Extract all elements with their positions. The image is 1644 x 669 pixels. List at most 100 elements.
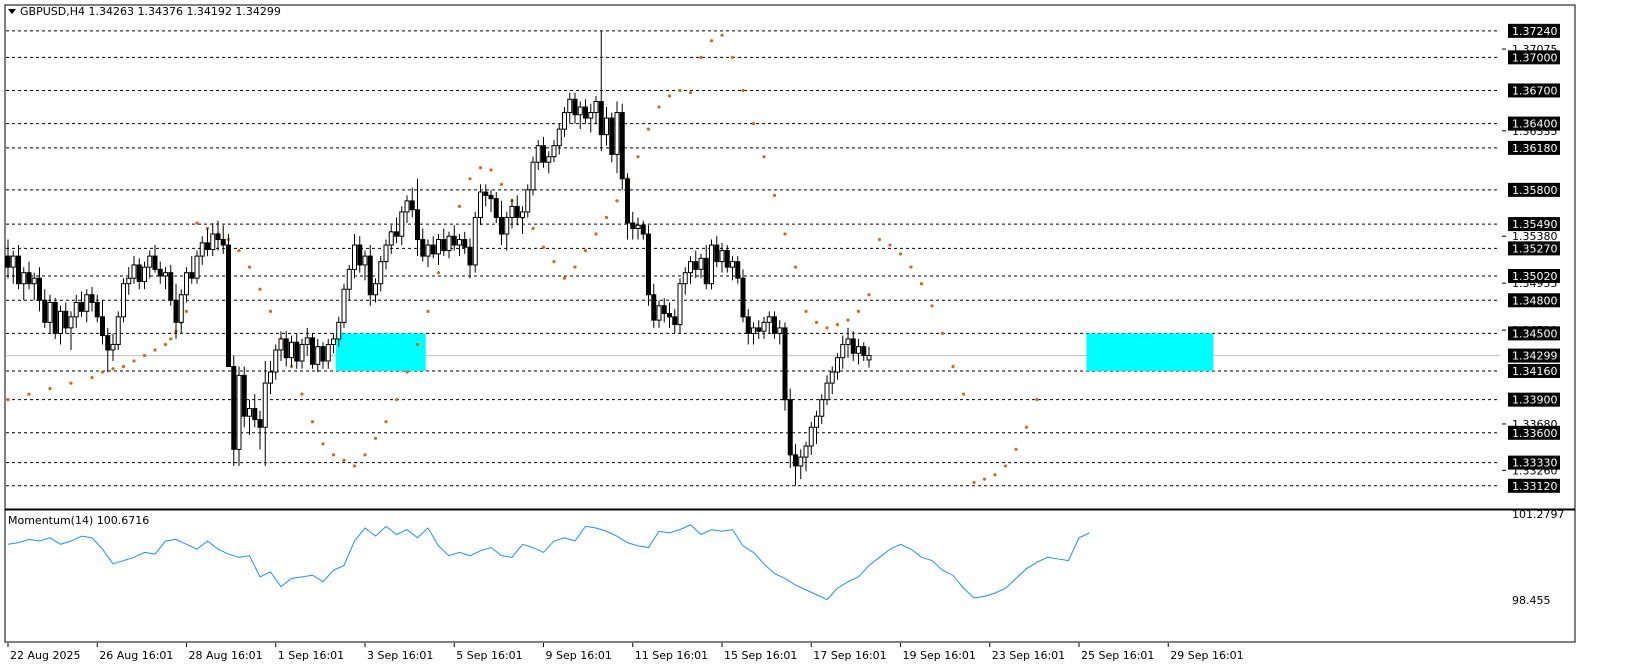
support-resistance-zone [335, 333, 426, 371]
candle-body [593, 101, 599, 114]
candle-body [793, 454, 798, 467]
candle-body [483, 191, 489, 196]
candle-body [530, 161, 536, 191]
time-axis: 22 Aug 2025 26 Aug 16:01 28 Aug 16:01 1 Sep… [7, 643, 1244, 662]
time-tick-label: 26 Aug 16:01 [99, 649, 173, 662]
price-level-label: 1.34160 [1512, 365, 1558, 378]
sar-dot [331, 453, 336, 457]
sar-dot [405, 370, 409, 374]
momentum-max-label: 101.2797 [1512, 508, 1565, 521]
price-level-label: 1.37240 [1512, 25, 1558, 38]
candle-body [504, 216, 510, 235]
candle-body [226, 244, 231, 368]
candle-body [824, 382, 830, 401]
candle-body [42, 299, 48, 323]
candle-body [541, 145, 546, 163]
candle-body [724, 250, 730, 268]
sar-dot [646, 127, 651, 131]
sar-dot [258, 287, 262, 291]
symbol-header: GBPUSD,H4 1.34263 1.34376 1.34192 1.3429… [20, 5, 281, 18]
support-resistance-zone [1086, 333, 1214, 371]
candle-body [814, 415, 819, 428]
price-level-label-box [1508, 140, 1560, 155]
candle-body [772, 316, 777, 334]
price-level-label: 1.34500 [1512, 327, 1558, 340]
candle-body [646, 233, 651, 296]
candle-body [247, 407, 252, 417]
candle-body [415, 209, 420, 241]
sar-dot [205, 226, 210, 231]
candle-body [136, 264, 142, 283]
sar-dot [552, 260, 556, 264]
sar-dot [457, 204, 462, 209]
sar-dot [384, 420, 388, 424]
sar-dot [132, 359, 136, 363]
sar-dot [48, 387, 52, 391]
candle-body [205, 242, 210, 250]
candle-body [189, 272, 195, 279]
candle-body [394, 231, 399, 237]
candle-body [388, 231, 394, 246]
sar-dot [169, 337, 173, 341]
candle-body [625, 178, 630, 224]
candle-body [278, 338, 284, 351]
candle-body [47, 301, 53, 323]
candle-body [52, 301, 58, 334]
time-tick-label: 23 Sep 16:01 [992, 649, 1065, 662]
sar-dot [909, 265, 913, 269]
candle-body [703, 257, 709, 285]
sar-dot [342, 458, 346, 462]
price-level-label-box [1508, 392, 1560, 407]
candle-body [525, 189, 531, 213]
candle-body [499, 216, 504, 235]
candle-body [672, 316, 678, 326]
candle-body [856, 346, 861, 354]
candle-body [661, 305, 667, 315]
sar-dot [783, 232, 787, 236]
candle-body [819, 399, 825, 417]
candle-body [787, 399, 793, 456]
sar-dot [594, 232, 598, 236]
sar-dot [489, 168, 493, 172]
candle-body [688, 261, 693, 274]
sar-dot [300, 392, 304, 396]
candle-body [677, 283, 683, 326]
sar-dot [793, 265, 798, 269]
sar-dot [919, 282, 924, 286]
candle-body [845, 338, 851, 345]
candle-body [441, 239, 447, 252]
candle-body [420, 239, 426, 257]
sar-dot [363, 453, 367, 457]
price-axis: 1.370751.363351.353801.349551.345301.336… [1502, 23, 1560, 493]
price-level-label: 1.36400 [1512, 118, 1558, 131]
candle-body [572, 98, 578, 116]
candle-body [21, 272, 27, 285]
candle-body [682, 272, 688, 285]
candle-body [735, 261, 741, 279]
candle-body [509, 205, 515, 218]
candle-body [299, 343, 305, 362]
momentum-min-label: 98.455 [1512, 594, 1551, 607]
time-tick-label: 15 Sep 16:01 [724, 649, 797, 662]
price-level-label: 1.34800 [1512, 294, 1558, 307]
candle-body [105, 335, 111, 351]
candle-body [310, 337, 315, 365]
price-level-label: 1.33900 [1512, 394, 1558, 407]
candle-body [147, 255, 153, 268]
candle-body [409, 200, 415, 211]
candle-body [436, 239, 441, 255]
price-level-label: 1.37000 [1512, 51, 1558, 64]
candle-body [493, 198, 499, 218]
sar-dot [415, 342, 420, 347]
sar-dot [835, 322, 840, 327]
price-level-label-box [1508, 182, 1560, 197]
symbol-menu-arrow-icon[interactable] [8, 9, 16, 14]
candle-body [315, 346, 321, 365]
price-level-label-box [1508, 326, 1560, 341]
indicator-header: Momentum(14) 100.6716 [8, 514, 149, 527]
candle-body [551, 145, 557, 158]
candle-body [304, 337, 310, 345]
sar-dot [951, 364, 955, 369]
sar-dot [678, 88, 682, 93]
